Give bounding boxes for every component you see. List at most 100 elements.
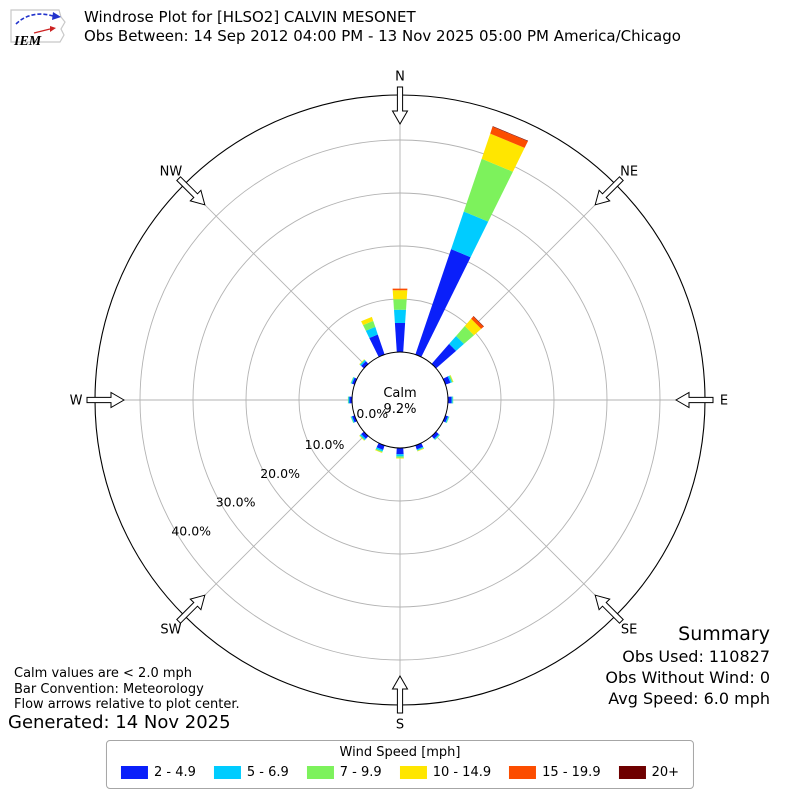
legend-label: 2 - 4.9 (153, 765, 196, 780)
legend-item: 10 - 14.9 (399, 765, 492, 780)
wind-bar-segment-nw (359, 359, 365, 365)
ring-label-30: 30.0% (216, 495, 256, 510)
wind-bar-segment-nne (415, 249, 471, 357)
wind-bar-segment-ssw (375, 448, 383, 453)
logo-red-arrowhead (50, 26, 56, 32)
wind-bar-segment-sse (417, 448, 425, 452)
wind-bar-segment-e (452, 396, 454, 404)
flow-arrow (674, 391, 714, 409)
wind-bar-segment-nw (361, 361, 369, 369)
wind-bar-segment-e (447, 396, 452, 404)
logo-red-line (33, 28, 51, 34)
wind-bar-segment-se (434, 434, 440, 440)
wind-speed-legend: Wind Speed [mph] 2 - 4.9 5 - 6.9 7 - 9.9 10… (105, 740, 695, 789)
legend-item: 2 - 4.9 (120, 765, 196, 780)
wind-bar-segment-nne (463, 158, 513, 222)
grid-ring (139, 139, 661, 661)
wind-bar-segment-nne (451, 211, 489, 258)
wind-bar-segment-ssw (375, 449, 383, 453)
wind-bars (347, 126, 529, 459)
flow-arrow (391, 674, 409, 714)
legend-label: 10 - 14.9 (432, 765, 492, 780)
flow-arrows (86, 86, 714, 714)
wind-bar-segment-nne (481, 133, 525, 172)
legend-label: 20+ (651, 765, 680, 780)
plot-notes: Calm values are < 2.0 mph Bar Convention… (14, 666, 240, 713)
wind-bar-segment-se (434, 434, 441, 441)
wind-bar-segment-ese (443, 415, 448, 423)
flow-arrow (86, 391, 126, 409)
wind-bar-segment-n (394, 323, 406, 353)
iem-logo-icon: IEM (10, 9, 66, 49)
legend-label: 5 - 6.9 (246, 765, 289, 780)
wind-bar-segment-n (392, 290, 408, 300)
wind-bar-segment-sw (359, 434, 366, 441)
grid-spoke (184, 184, 367, 367)
wind-bar-segment-s (396, 456, 404, 458)
wind-bar-segment-w (349, 396, 353, 404)
summary-title: Summary (678, 623, 770, 645)
summary-avg-speed: Avg Speed: 6.0 mph (608, 689, 770, 708)
wind-bar-segment-sw (361, 431, 369, 439)
summary-obs-without-wind: Obs Without Wind: 0 (605, 668, 770, 687)
wind-bar-segment-nw (359, 359, 365, 365)
wind-bar-segment-wnw (352, 377, 357, 385)
wind-bar-segment-ene (449, 375, 453, 383)
note-flow-arrows: Flow arrows relative to plot center. (14, 697, 240, 712)
wind-bar-segment-ene (450, 375, 454, 383)
legend-swatch-icon (120, 766, 148, 779)
compass-label-sw: SW (160, 623, 181, 638)
legend-items: 2 - 4.9 5 - 6.9 7 - 9.9 10 - 14.9 15 - 19.9 2… (120, 765, 680, 780)
legend-item: 15 - 19.9 (509, 765, 601, 780)
wind-bar-segment-nnw (365, 326, 378, 338)
compass-label-nw: NW (160, 164, 183, 179)
iowa-outline (10, 9, 66, 43)
wind-bar-segment-wsw (350, 416, 354, 424)
summary-block: Summary Obs Used: 110827 Obs Without Win… (605, 622, 770, 709)
legend-swatch-icon (213, 766, 241, 779)
ring-label-20: 20.0% (260, 466, 300, 481)
flow-arrow (594, 594, 624, 624)
header: IEM Windrose Plot for [HLSO2] CALVIN MES… (6, 2, 681, 52)
wind-bar-segment-sse (416, 446, 424, 451)
legend-title: Wind Speed [mph] (339, 745, 461, 760)
wind-bar-segment-ne (431, 343, 457, 369)
wind-bar-segment-n (392, 288, 408, 291)
wind-bar-segment-s (396, 457, 404, 459)
legend-swatch-icon (399, 766, 427, 779)
legend-swatch-icon (306, 766, 334, 779)
legend-label: 15 - 19.9 (542, 765, 601, 780)
legend-swatch-icon (618, 766, 646, 779)
logo-text: IEM (13, 34, 42, 49)
grid-ring (192, 192, 608, 608)
compass-label-ne: NE (620, 164, 638, 179)
flow-arrow (176, 176, 206, 206)
compass-label-w: W (70, 394, 83, 409)
wind-bar-segment-wnw (350, 376, 354, 384)
legend-label: 7 - 9.9 (339, 765, 382, 780)
wind-bar-segment-ne (464, 318, 482, 336)
grid-spoke (184, 433, 367, 616)
wind-bar-segment-s (396, 447, 404, 455)
wind-bar-segment-sse (417, 447, 424, 451)
grid-spoke (433, 433, 616, 616)
flow-arrow (176, 594, 206, 624)
wind-bar-segment-nnw (369, 334, 385, 357)
wind-bar-segment-nnw (363, 320, 376, 331)
compass-label-e: E (720, 394, 728, 409)
compass-label-n: N (395, 70, 405, 85)
legend-item: 7 - 9.9 (306, 765, 382, 780)
wind-bar-segment-se (431, 431, 439, 439)
wind-bar-segment-ene (447, 375, 452, 383)
grid-ring (245, 245, 555, 555)
compass-label-s: S (396, 718, 404, 733)
wind-bar-segment-nw (359, 359, 366, 366)
wind-bar-segment-nne (490, 126, 528, 148)
plot-subtitle: Obs Between: 14 Sep 2012 04:00 PM - 13 N… (84, 27, 681, 45)
plot-title: Windrose Plot for [HLSO2] CALVIN MESONET (84, 8, 416, 26)
wind-bar-segment-e (451, 396, 453, 404)
wind-bar-segment-sw (359, 435, 365, 441)
wind-bar-segment-nnw (361, 316, 374, 326)
logo-flow-line (15, 13, 54, 25)
